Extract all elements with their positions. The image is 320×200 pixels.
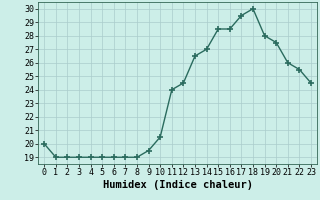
X-axis label: Humidex (Indice chaleur): Humidex (Indice chaleur) <box>103 180 252 190</box>
